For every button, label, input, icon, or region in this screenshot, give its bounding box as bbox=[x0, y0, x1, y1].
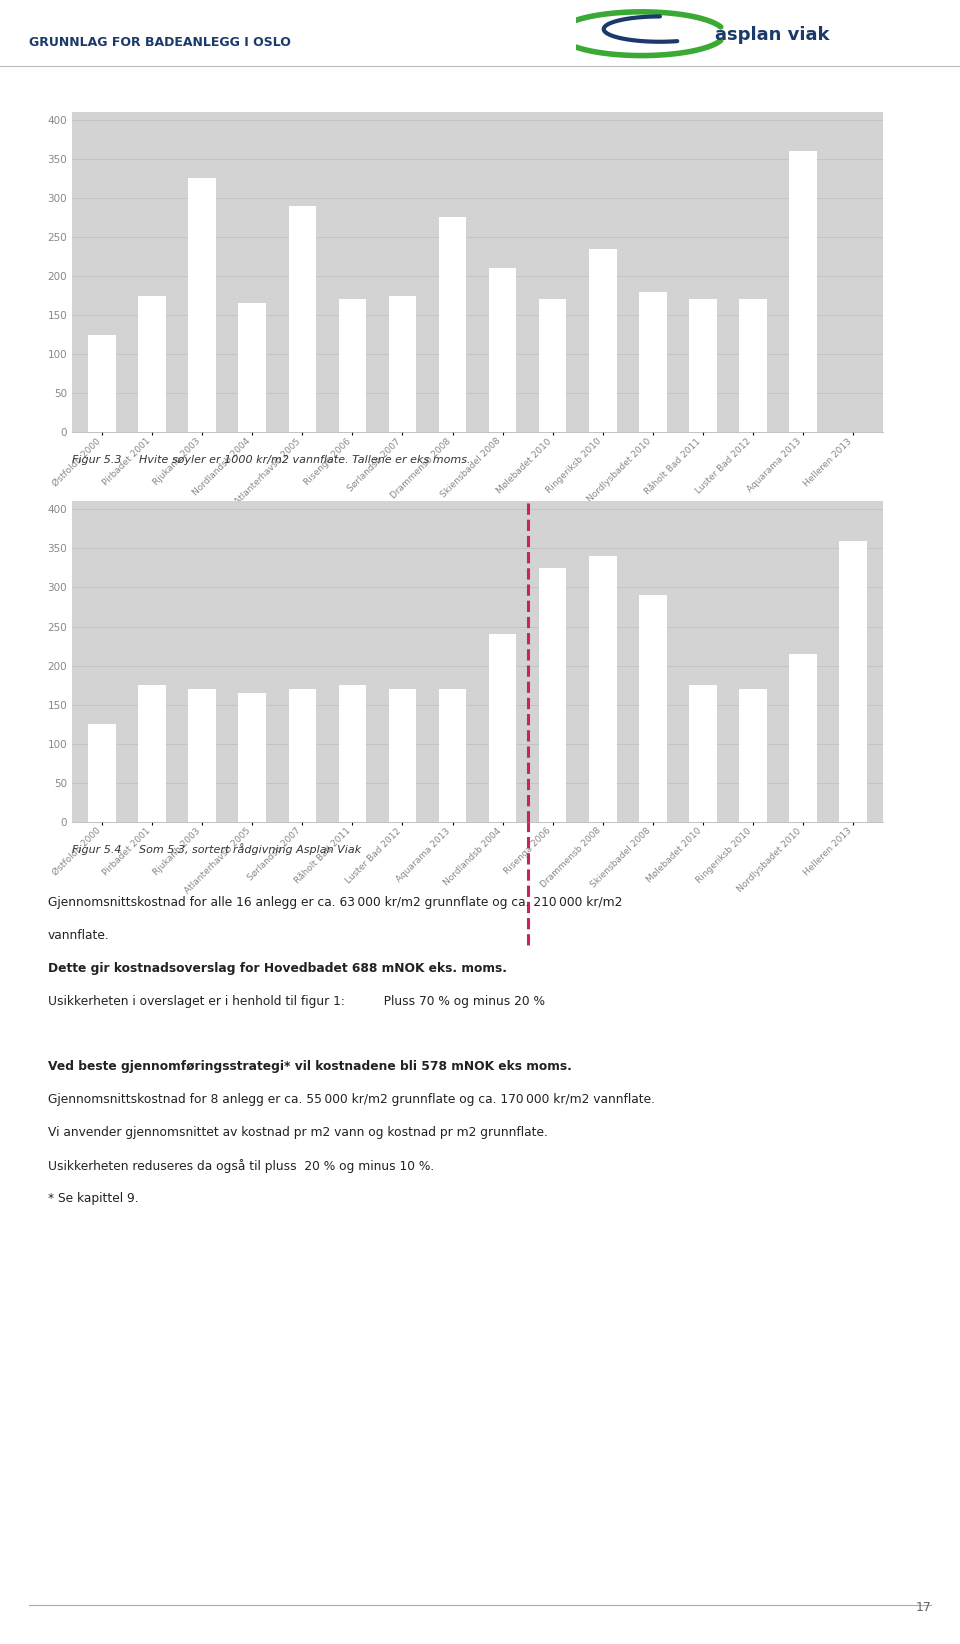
Bar bbox=[389, 296, 417, 432]
Bar bbox=[339, 686, 366, 822]
Bar bbox=[639, 595, 666, 822]
Text: 17: 17 bbox=[915, 1601, 931, 1614]
Text: Figur 5.4     Som 5.3, sortert rådgivning Asplan Viak: Figur 5.4 Som 5.3, sortert rådgivning As… bbox=[72, 843, 361, 855]
Bar bbox=[689, 686, 717, 822]
Text: Usikkerheten i overslaget er i henhold til figur 1:          Pluss 70 % og minus: Usikkerheten i overslaget er i henhold t… bbox=[48, 995, 545, 1008]
Bar bbox=[739, 689, 767, 822]
Bar bbox=[739, 299, 767, 432]
Text: Gjennomsnittskostnad for alle 16 anlegg er ca. 63 000 kr/m2 grunnflate og ca. 21: Gjennomsnittskostnad for alle 16 anlegg … bbox=[48, 896, 622, 909]
Bar bbox=[789, 654, 817, 822]
Bar bbox=[839, 541, 867, 822]
Text: Ved beste gjennomføringsstrategi* vil kostnadene bli 578 mNOK eks moms.: Ved beste gjennomføringsstrategi* vil ko… bbox=[48, 1060, 572, 1074]
Bar bbox=[589, 556, 616, 822]
Text: Usikkerheten reduseres da også til pluss  20 % og minus 10 %.: Usikkerheten reduseres da også til pluss… bbox=[48, 1159, 434, 1172]
Bar bbox=[289, 206, 316, 432]
Bar bbox=[589, 248, 616, 432]
Bar bbox=[339, 299, 366, 432]
Text: Dette gir kostnadsoverslag for Hovedbadet 688 mNOK eks. moms.: Dette gir kostnadsoverslag for Hovedbade… bbox=[48, 962, 507, 975]
Bar bbox=[138, 686, 166, 822]
Bar bbox=[188, 178, 216, 432]
Bar bbox=[439, 217, 467, 432]
Bar bbox=[238, 694, 266, 822]
Bar bbox=[639, 291, 666, 432]
Bar bbox=[238, 304, 266, 432]
Bar bbox=[689, 299, 717, 432]
Text: Figur 5.3     Hvite søyler er 1000 kr/m2 vannflate. Tallene er eks moms.: Figur 5.3 Hvite søyler er 1000 kr/m2 van… bbox=[72, 455, 470, 465]
Bar bbox=[489, 635, 516, 822]
Bar bbox=[539, 299, 566, 432]
Bar bbox=[188, 689, 216, 822]
Bar bbox=[389, 689, 417, 822]
Bar bbox=[439, 689, 467, 822]
Bar bbox=[138, 296, 166, 432]
Bar bbox=[88, 335, 116, 432]
Text: * Se kapittel 9.: * Se kapittel 9. bbox=[48, 1192, 138, 1205]
Text: vannflate.: vannflate. bbox=[48, 929, 109, 942]
Text: asplan viak: asplan viak bbox=[714, 26, 829, 44]
Bar bbox=[88, 725, 116, 822]
Bar bbox=[539, 567, 566, 822]
Text: Gjennomsnittskostnad for 8 anlegg er ca. 55 000 kr/m2 grunnflate og ca. 170 000 : Gjennomsnittskostnad for 8 anlegg er ca.… bbox=[48, 1093, 655, 1106]
Bar bbox=[489, 268, 516, 432]
Text: GRUNNLAG FOR BADEANLEGG I OSLO: GRUNNLAG FOR BADEANLEGG I OSLO bbox=[29, 36, 291, 49]
Bar bbox=[789, 151, 817, 432]
Text: Vi anvender gjennomsnittet av kostnad pr m2 vann og kostnad pr m2 grunnflate.: Vi anvender gjennomsnittet av kostnad pr… bbox=[48, 1126, 548, 1139]
Bar bbox=[289, 689, 316, 822]
